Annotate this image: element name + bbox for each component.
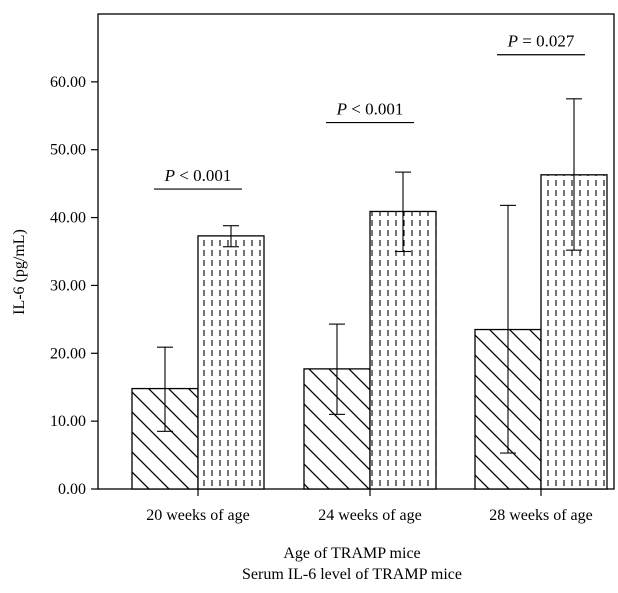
y-tick-label: 40.00 — [50, 210, 86, 227]
y-tick-label: 0.00 — [58, 481, 86, 498]
chart-subtitle: Serum IL-6 level of TRAMP mice — [242, 566, 462, 583]
y-tick-label: 30.00 — [50, 277, 86, 294]
y-axis-title: IL-6 (pg/mL) — [11, 229, 28, 315]
y-axis-ticks: 0.00 10.00 20.00 30.00 40.00 50.00 60.00 — [50, 74, 98, 498]
p-symbol: P — [507, 32, 518, 51]
significance-label: P < 0.001 — [164, 166, 232, 185]
y-tick-label: 50.00 — [50, 142, 86, 159]
p-symbol: P — [164, 166, 175, 185]
y-tick-label: 20.00 — [50, 345, 86, 362]
bar — [369, 210, 437, 490]
x-tick-label: 24 weeks of age — [318, 507, 422, 524]
bar — [197, 235, 265, 490]
p-value: < 0.001 — [347, 100, 403, 119]
significance-label: P < 0.001 — [336, 100, 404, 119]
p-symbol: P — [336, 100, 347, 119]
p-value: < 0.001 — [175, 166, 231, 185]
error-bars-layer — [157, 98, 582, 454]
y-tick-label: 60.00 — [50, 74, 86, 91]
x-axis-ticks: 20 weeks of age 24 weeks of age 28 weeks o… — [146, 489, 593, 524]
significance-label: P = 0.027 — [507, 32, 575, 51]
x-tick-label: 20 weeks of age — [146, 507, 250, 524]
bars-layer — [131, 174, 608, 490]
x-tick-label: 28 weeks of age — [489, 507, 593, 524]
y-tick-label: 10.00 — [50, 413, 86, 430]
x-axis-title: Age of TRAMP mice — [283, 545, 420, 562]
p-value: = 0.027 — [518, 32, 575, 51]
